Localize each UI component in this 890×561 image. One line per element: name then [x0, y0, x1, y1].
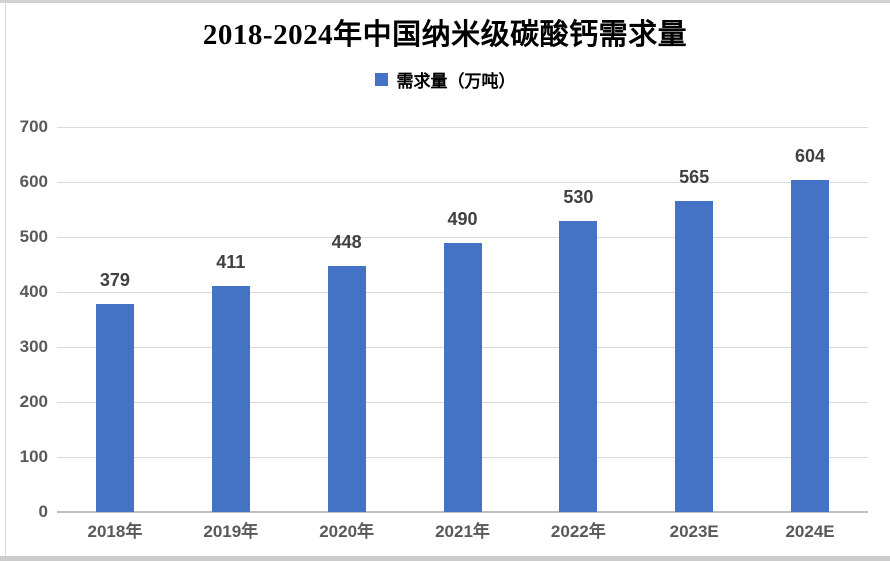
window-bottom-edge	[0, 556, 890, 561]
bar-value-label: 448	[331, 231, 362, 252]
x-axis-category-label: 2024E	[785, 522, 835, 541]
y-axis-tick-label: 100	[19, 447, 48, 466]
y-axis-tick-label: 400	[19, 282, 48, 301]
bar-2019年	[211, 285, 250, 512]
bar-value-label: 490	[447, 208, 478, 229]
bar-value-label: 530	[563, 186, 594, 207]
chart-title: 2018-2024年中国纳米级碳酸钙需求量	[202, 19, 688, 51]
y-axis-tick-label: 300	[19, 337, 48, 356]
x-axis-category-label: 2022年	[550, 522, 606, 541]
x-axis-category-label: 2021年	[435, 522, 490, 541]
bar-value-label: 565	[679, 167, 710, 188]
gridline-700	[57, 127, 868, 128]
x-axis-category-label: 2018年	[87, 522, 143, 541]
window-top-edge	[0, 0, 890, 3]
x-axis-category-label: 2023E	[669, 522, 719, 541]
window-left-edge	[5, 3, 6, 556]
y-axis-tick-label: 500	[19, 227, 48, 246]
legend-label: 需求量（万吨）	[396, 71, 516, 91]
x-axis-category-label: 2020年	[319, 522, 375, 541]
bar-2022年	[559, 220, 598, 512]
y-axis-tick-label: 600	[19, 172, 48, 191]
bar-value-label: 379	[99, 269, 130, 290]
legend-swatch-icon	[374, 72, 388, 86]
bar-value-label: 411	[216, 251, 246, 272]
bar-value-label: 604	[795, 145, 826, 166]
x-axis-line	[57, 511, 868, 513]
y-axis-tick-label: 0	[38, 502, 48, 521]
y-axis-tick-label: 700	[19, 117, 48, 136]
bar-2018年	[95, 303, 134, 512]
y-axis-tick-label: 200	[19, 392, 48, 411]
bar-2024E	[791, 179, 830, 512]
bar-2023E	[675, 201, 714, 512]
gridline-500	[57, 237, 868, 238]
x-axis-category-label: 2019年	[203, 522, 259, 541]
bar-2020年	[327, 265, 366, 512]
chart-legend: 需求量（万吨）	[0, 66, 890, 92]
gridline-600	[57, 182, 868, 183]
bar-2021年	[443, 242, 482, 512]
